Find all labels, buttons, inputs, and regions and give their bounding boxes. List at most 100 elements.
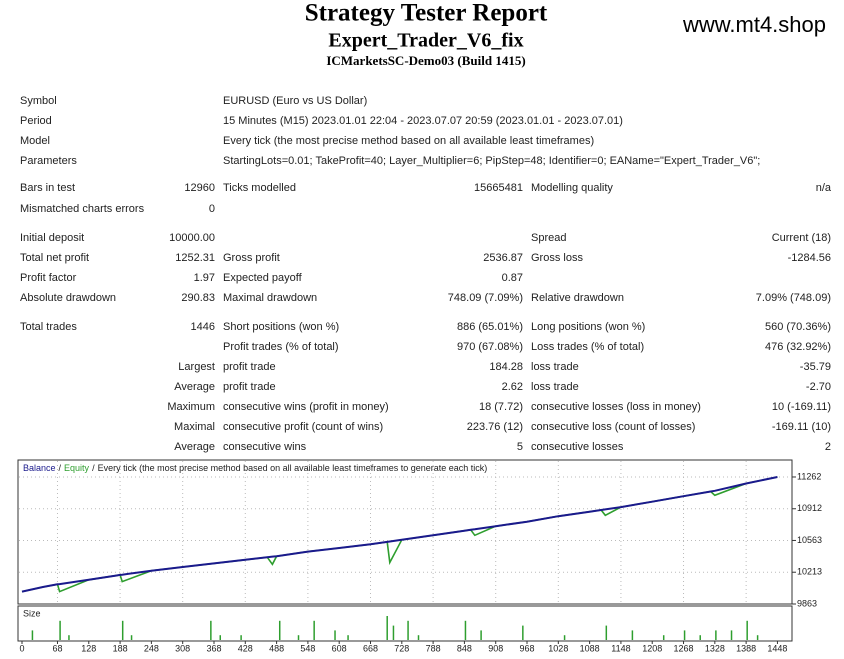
info-value: StartingLots=0.01; TakeProfit=40; Layer_… <box>223 155 760 167</box>
row-value: 290.83 <box>181 292 215 304</box>
x-tick-label: 1268 <box>674 643 694 653</box>
row-label: consecutive wins (profit in money) <box>223 401 389 413</box>
row-label: Initial deposit <box>20 232 84 244</box>
volume-frame <box>17 605 793 642</box>
x-tick-label: 1148 <box>611 643 630 653</box>
x-tick-label: 1088 <box>580 643 600 653</box>
server: ICMarketsSC-Demo03 (Build 1415) <box>326 53 525 68</box>
row-label: Largest <box>178 361 215 373</box>
row-value: 10 (-169.11) <box>772 401 831 413</box>
x-tick-label: 428 <box>238 643 253 653</box>
info-value: 15 Minutes (M15) 2023.01.01 22:04 - 2023… <box>223 115 623 127</box>
subtitle: Expert_Trader_V6_fix <box>328 30 523 52</box>
info-value: EURUSD (Euro vs US Dollar) <box>223 95 367 107</box>
row-value: 223.76 (12) <box>467 421 523 433</box>
row-value: -2.70 <box>806 381 831 393</box>
row-label: profit trade <box>223 361 276 373</box>
chart-frame <box>17 459 793 605</box>
row-label: consecutive losses (loss in money) <box>531 401 701 413</box>
x-tick-label: 848 <box>457 643 472 653</box>
row-label: Relative drawdown <box>531 292 624 304</box>
row-value: Current (18) <box>772 232 831 244</box>
row-label: Gross loss <box>531 252 583 264</box>
row-label: Spread <box>531 232 566 244</box>
row-value: 10000.00 <box>169 232 215 244</box>
x-tick-label: 308 <box>175 643 190 653</box>
row-label: Expected payoff <box>223 272 303 284</box>
row-label: Profit factor <box>20 272 77 284</box>
row-value: 1252.31 <box>175 252 215 264</box>
row-value: 886 (65.01%) <box>457 321 523 333</box>
x-tick-label: 68 <box>52 643 62 653</box>
row-label: Total net profit <box>20 252 89 264</box>
row-label: consecutive wins <box>223 441 307 453</box>
row-label: Modelling quality <box>531 182 613 194</box>
row-value: 2536.87 <box>483 252 523 264</box>
x-tick-label: 248 <box>144 643 159 653</box>
info-value: Every tick (the most precise method base… <box>223 135 594 147</box>
row-label: Bars in test <box>20 182 75 194</box>
row-value: -1284.56 <box>788 252 831 264</box>
row-value: 18 (7.72) <box>479 401 523 413</box>
row-value: n/a <box>816 182 832 194</box>
volume-label: Size <box>23 608 41 618</box>
x-tick-label: 488 <box>269 643 284 653</box>
y-tick-label: 11262 <box>797 471 821 481</box>
row-value: 15665481 <box>474 182 523 194</box>
x-tick-label: 1328 <box>705 643 725 653</box>
row-label: profit trade <box>223 381 276 393</box>
legend-entry: Balance <box>23 463 56 473</box>
row-label: consecutive profit (count of wins) <box>223 421 383 433</box>
site: www.mt4.shop <box>682 12 826 37</box>
row-label: loss trade <box>531 381 579 393</box>
y-tick-label: 10563 <box>797 535 822 545</box>
row-label: Short positions (won %) <box>223 321 339 333</box>
row-label: consecutive loss (count of losses) <box>531 421 695 433</box>
row-value: 0.87 <box>502 272 523 284</box>
x-tick-label: 188 <box>113 643 128 653</box>
info-label: Model <box>20 135 50 147</box>
x-tick-label: 728 <box>394 643 409 653</box>
row-value: 1446 <box>191 321 215 333</box>
y-tick-label: 10912 <box>797 503 822 513</box>
info-label: Parameters <box>20 155 77 167</box>
x-tick-label: 908 <box>488 643 503 653</box>
title: Strategy Tester Report <box>305 0 548 27</box>
legend-separator: / <box>59 463 62 473</box>
x-tick-label: 0 <box>19 643 24 653</box>
row-label: Average <box>174 381 215 393</box>
row-label: consecutive losses <box>531 441 624 453</box>
y-tick-label: 10213 <box>797 567 822 577</box>
row-label: Gross profit <box>223 252 280 264</box>
row-label: Profit trades (% of total) <box>223 341 339 353</box>
row-label: Absolute drawdown <box>20 292 116 304</box>
x-tick-label: 1388 <box>736 643 756 653</box>
row-label: Loss trades (% of total) <box>531 341 644 353</box>
row-label: Long positions (won %) <box>531 321 645 333</box>
row-value: 7.09% (748.09) <box>756 292 831 304</box>
row-value: 184.28 <box>489 361 523 373</box>
row-value: 1.97 <box>194 272 215 284</box>
x-tick-label: 788 <box>426 643 441 653</box>
row-value: 476 (32.92%) <box>765 341 831 353</box>
legend-note: Every tick (the most precise method base… <box>98 463 488 473</box>
info-label: Symbol <box>20 95 57 107</box>
y-tick-label: 9863 <box>797 598 817 608</box>
x-tick-label: 1028 <box>548 643 568 653</box>
row-label: Maximal <box>174 421 215 433</box>
row-value: 2 <box>825 441 831 453</box>
row-value: 2.62 <box>502 381 523 393</box>
row-value: 5 <box>517 441 523 453</box>
row-label: Average <box>174 441 215 453</box>
info-label: Period <box>20 115 52 127</box>
row-value: 560 (70.36%) <box>765 321 831 333</box>
series-line <box>21 476 778 593</box>
x-tick-label: 668 <box>363 643 378 653</box>
row-value: 970 (67.08%) <box>457 341 523 353</box>
row-value: 12960 <box>184 182 215 194</box>
x-tick-label: 128 <box>81 643 96 653</box>
series-line <box>21 476 778 593</box>
row-value: 0 <box>209 203 215 215</box>
row-label: loss trade <box>531 361 579 373</box>
